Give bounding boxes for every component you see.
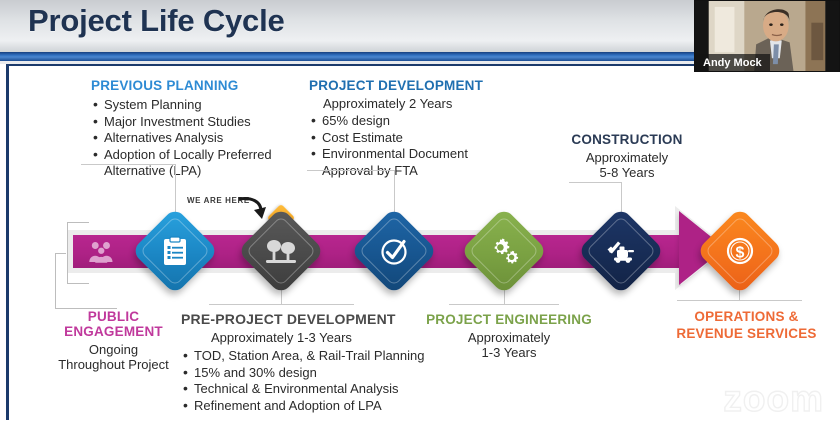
we-are-here-label: WE ARE HERE [187,196,250,205]
pre-project-development-duration: Approximately 1-3 Years [211,330,352,345]
excavator-icon [590,220,652,282]
title-accent-rule-secondary [0,61,840,64]
connector-project-development [394,170,395,214]
slide-content-area: PREVIOUS PLANNING System Planning Major … [6,64,834,420]
clipboard-checklist-icon [144,220,206,282]
connector-construction [621,182,622,214]
stage-block-project-development: PROJECT DEVELOPMENT Approximately 2 Year… [309,78,483,179]
stage-block-previous-planning: PREVIOUS PLANNING System Planning Major … [91,78,272,180]
list-item-continuation: Alternative (LPA) [104,163,202,178]
list-item: Environmental Document [309,145,483,163]
page-title: Project Life Cycle [28,3,285,38]
park-trees-icon [250,220,312,282]
stage-block-construction: CONSTRUCTION Approximately 5-8 Years [557,132,697,180]
list-item: 65% design [309,112,483,130]
connector-pre-project-development-horizontal [209,304,354,305]
connector-operations-horizontal [677,300,802,301]
connector-previous-planning [175,164,176,214]
milestone-construction[interactable] [577,207,665,295]
pre-project-development-heading: PRE-PROJECT DEVELOPMENT [181,311,396,327]
stage-block-pre-project-development: PRE-PROJECT DEVELOPMENT Approximately 1-… [181,311,425,414]
public-engagement-duration-line1: Ongoing [88,342,139,357]
stage-block-public-engagement: PUBLIC ENGAGEMENT Ongoing Throughout Pro… [31,309,196,372]
zoom-watermark: zoom [723,377,824,419]
people-group-icon [89,242,113,263]
project-engineering-duration-line2: 1-3 Years [481,345,537,360]
list-item: Technical & Environmental Analysis [181,380,425,398]
list-item: Major Investment Studies [91,113,272,131]
construction-duration-line2: 5-8 Years [599,165,655,180]
stage-block-operations-revenue-services: OPERATIONS & REVENUE SERVICES [664,309,829,341]
project-engineering-heading: PROJECT ENGINEERING [426,312,592,327]
connector-construction-horizontal [569,182,622,183]
construction-duration-line1: Approximately [585,150,669,165]
public-engagement-stem-vertical [55,253,56,308]
list-item: Cost Estimate [309,129,483,147]
public-engagement-heading-line2: ENGAGEMENT [64,324,163,339]
list-item: TOD, Station Area, & Rail-Trail Planning [181,347,425,365]
public-engagement-duration-line2: Throughout Project [58,357,169,372]
project-development-heading: PROJECT DEVELOPMENT [309,78,484,93]
milestone-previous-planning[interactable] [131,207,219,295]
list-item: System Planning [91,96,272,114]
check-circle-icon [363,220,425,282]
list-item: Refinement and Adoption of LPA [181,397,425,415]
operations-heading-line1: OPERATIONS & [694,309,799,324]
public-engagement-bracket [67,222,89,284]
curved-arrow-icon [238,197,266,219]
svg-text:$: $ [736,245,745,262]
stage-block-project-engineering: PROJECT ENGINEERING Approximately 1-3 Ye… [419,312,599,360]
milestone-operations-revenue-services[interactable]: $ [696,207,784,295]
connector-project-development-horizontal [307,170,395,171]
milestone-pre-project-development[interactable] [237,207,325,295]
public-engagement-heading-line1: PUBLIC [87,309,140,324]
milestone-project-engineering[interactable] [460,207,548,295]
list-item: Alternatives Analysis [91,129,272,147]
construction-heading: CONSTRUCTION [571,132,683,147]
previous-planning-heading: PREVIOUS PLANNING [91,78,239,93]
connector-previous-planning-horizontal [81,164,176,165]
list-item: Adoption of Locally Preferred [91,146,272,164]
previous-planning-bullets: System Planning Major Investment Studies… [91,96,272,180]
webcam-tile[interactable]: Andy Mock [694,0,840,72]
project-engineering-duration-line1: Approximately [467,330,551,345]
list-item: 15% and 30% design [181,364,425,382]
dollar-coin-icon: $ [709,220,771,282]
public-engagement-stem-horizontal [55,308,117,309]
project-development-duration: Approximately 2 Years [323,96,453,111]
title-accent-rule [0,52,840,61]
gears-icon [473,220,535,282]
pre-project-development-bullets: TOD, Station Area, & Rail-Trail Planning… [181,347,425,415]
connector-project-engineering-horizontal [449,304,559,305]
public-engagement-stem [55,253,66,254]
webcam-participant-name: Andy Mock [695,54,770,71]
milestone-project-development[interactable] [350,207,438,295]
operations-heading-line2: REVENUE SERVICES [676,326,817,341]
